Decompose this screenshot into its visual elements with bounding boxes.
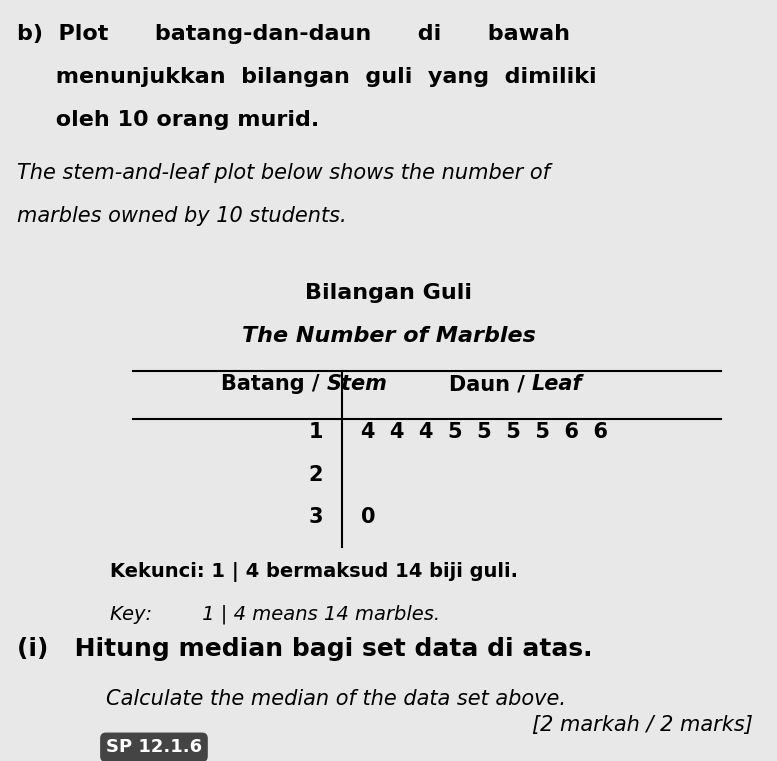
Text: (i)   Hitung median bagi set data di atas.: (i) Hitung median bagi set data di atas. (17, 637, 592, 661)
Text: Batang /: Batang / (221, 374, 326, 394)
Text: marbles owned by 10 students.: marbles owned by 10 students. (17, 206, 347, 226)
Text: Kekunci: 1 | 4 bermaksud 14 biji guli.: Kekunci: 1 | 4 bermaksud 14 biji guli. (110, 562, 517, 581)
Text: b)  Plot      batang-dan-daun      di      bawah: b) Plot batang-dan-daun di bawah (17, 24, 570, 44)
Text: menunjukkan  bilangan  guli  yang  dimiliki: menunjukkan bilangan guli yang dimiliki (17, 67, 597, 87)
Text: 4  4  4  5  5  5  5  6  6: 4 4 4 5 5 5 5 6 6 (361, 422, 608, 442)
Text: [2 markah / 2 marks]: [2 markah / 2 marks] (531, 715, 752, 734)
Text: 3: 3 (308, 507, 322, 527)
Text: 0: 0 (361, 507, 376, 527)
Text: Leaf: Leaf (531, 374, 582, 394)
Text: The Number of Marbles: The Number of Marbles (242, 326, 535, 346)
Text: oleh 10 orang murid.: oleh 10 orang murid. (17, 110, 319, 129)
Text: 2: 2 (308, 464, 322, 485)
Text: Key:        1 | 4 means 14 marbles.: Key: 1 | 4 means 14 marbles. (110, 604, 440, 624)
Text: Stem: Stem (326, 374, 388, 394)
Text: Calculate the median of the data set above.: Calculate the median of the data set abo… (106, 689, 566, 709)
Text: SP 12.1.6: SP 12.1.6 (106, 738, 202, 756)
Text: 1: 1 (308, 422, 322, 442)
Text: Daun /: Daun / (448, 374, 531, 394)
Text: The stem-and-leaf plot below shows the number of: The stem-and-leaf plot below shows the n… (17, 163, 550, 183)
Text: Bilangan Guli: Bilangan Guli (305, 283, 472, 304)
